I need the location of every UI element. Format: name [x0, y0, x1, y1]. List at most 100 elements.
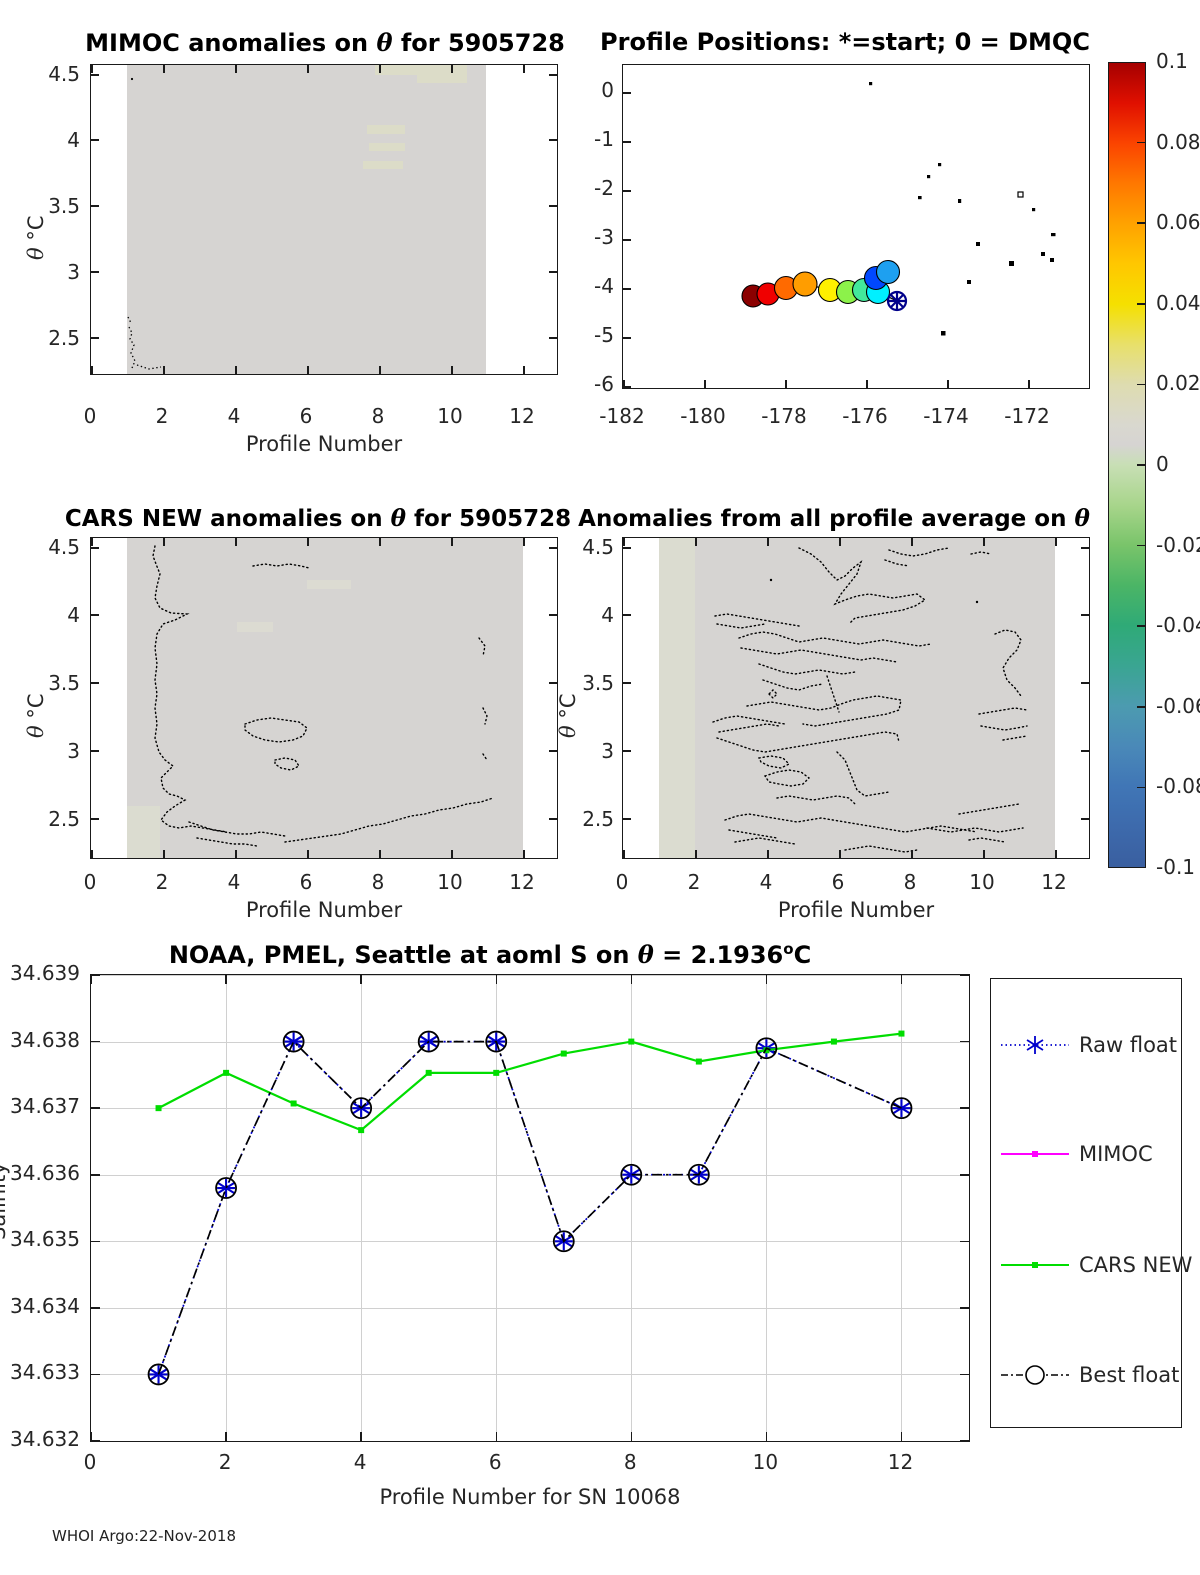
data-point-marker	[628, 1038, 635, 1045]
allprofile-ytick-4: 4.5	[582, 535, 614, 559]
data-point-marker	[552, 1230, 575, 1253]
colorbar-tickmark	[1137, 706, 1146, 708]
salinity-ytick	[960, 1174, 969, 1176]
theta-symbol-y1: θ	[24, 247, 48, 260]
salinity-xtick	[495, 975, 498, 984]
mimoc-title-post: for 5905728	[392, 29, 565, 57]
mimoc-ytick-1: 4	[67, 128, 80, 152]
salinity-ytick-label: 34.633	[10, 1360, 80, 1385]
mimoc-ytick-0: 4.5	[48, 62, 80, 86]
dmqc-start-marker	[886, 290, 908, 312]
series-cars-new	[155, 1030, 905, 1134]
allprofile-xtick-1: 2	[687, 870, 701, 894]
salinity-ytick	[91, 1040, 100, 1043]
colorbar-label: -0.04	[1156, 613, 1200, 638]
cars-ytick-4: 4.5	[48, 535, 80, 559]
allprofile-xtick-5: 10	[969, 870, 995, 894]
gridline-horizontal	[91, 1108, 969, 1110]
salinity-xtick-label: 2	[218, 1450, 232, 1474]
gridline-horizontal	[91, 975, 969, 976]
data-point-marker	[695, 1058, 702, 1065]
allprofile-xaxis-title: Profile Number	[777, 898, 935, 922]
colorbar-label: 0.06	[1156, 210, 1200, 235]
cars-xtick-2: 4	[227, 870, 241, 894]
cars-ytick-1: 3	[67, 739, 80, 763]
cars-ytick-0: 2.5	[48, 807, 80, 831]
positions-axes	[622, 64, 1090, 389]
mimoc-xtick-3: 6	[299, 404, 313, 428]
salinity-xtick-label: 12	[887, 1450, 914, 1474]
salinity-xtick-label: 0	[83, 1450, 97, 1474]
allprofile-yaxis-unit: °C	[556, 693, 580, 726]
data-point-marker	[560, 1050, 567, 1057]
salinity-xtick	[900, 975, 903, 984]
salinity-xtick	[360, 975, 362, 984]
salinity-xtick	[630, 1432, 633, 1441]
cars-yaxis-unit: °C	[24, 693, 48, 726]
cars-xtick-3: 6	[299, 870, 313, 894]
data-point-marker	[425, 1069, 432, 1076]
salinity-ytick	[960, 1040, 969, 1043]
cars-title-pre: CARS NEW anomalies on	[64, 506, 391, 532]
salinity-ytick-label: 34.635	[10, 1227, 80, 1252]
salinity-ytick	[960, 1440, 969, 1441]
allprofile-ytick-3: 4	[601, 603, 614, 627]
cars-xtick-0: 0	[83, 870, 97, 894]
salinity-ytick	[960, 975, 969, 976]
positions-ytick-5: -5	[594, 323, 614, 347]
salinity-yaxis-title: Salinity	[0, 1162, 10, 1240]
positions-ytick-0: 0	[601, 78, 614, 102]
gridline-vertical	[631, 975, 633, 1441]
salinity-ytick	[91, 1174, 100, 1176]
legend-marker-mimoc	[1001, 1151, 1069, 1157]
gridline-horizontal	[91, 1174, 969, 1176]
data-point-marker	[215, 1177, 237, 1199]
positions-ytick-3: -3	[594, 225, 614, 249]
data-point-marker	[350, 1097, 373, 1120]
cars-xtick-6: 12	[509, 870, 535, 894]
data-point-marker	[898, 1030, 905, 1037]
legend-label-mimoc: MIMOC	[1079, 1142, 1153, 1166]
gridline-vertical	[496, 975, 498, 1441]
cars-contours	[152, 545, 494, 847]
mimoc-title-pre: MIMOC anomalies on	[85, 29, 377, 57]
salinity-xtick-label: 8	[623, 1450, 637, 1474]
allprofile-ytick-1: 3	[601, 739, 614, 763]
allprofile-ytick-0: 2.5	[582, 807, 614, 831]
mimoc-xtick-6: 12	[509, 404, 535, 428]
salinity-ytick	[960, 1107, 969, 1109]
colorbar-tickmark	[1137, 544, 1146, 547]
cars-ytick-2: 3.5	[48, 671, 80, 695]
salinity-ytick	[960, 1373, 969, 1376]
salinity-xtick	[900, 1432, 903, 1441]
data-point-marker	[155, 1105, 162, 1112]
colorbar-label: 0	[1156, 452, 1169, 476]
colorbar-label: 0.1	[1156, 49, 1188, 73]
data-point-marker	[290, 1100, 297, 1107]
gridline-horizontal	[91, 1307, 969, 1309]
salinity-ytick	[91, 1373, 100, 1376]
colorbar-tickmark	[1137, 222, 1146, 224]
salinity-xtick-label: 4	[353, 1450, 367, 1474]
salinity-ytick	[960, 1240, 969, 1243]
legend-marker-raw-float	[1001, 1036, 1069, 1054]
salinity-xtick	[225, 975, 227, 984]
allprofile-heatmap	[659, 538, 1055, 858]
mimoc-contours	[127, 77, 162, 370]
colorbar-tickmark	[1137, 141, 1146, 144]
data-point-marker	[687, 1163, 710, 1186]
positions-ytick-2: -2	[594, 176, 614, 200]
degree-superscript: o	[783, 940, 794, 958]
colorbar-label: 0.02	[1156, 371, 1200, 396]
theta-symbol-bottom: θ	[637, 940, 654, 969]
salinity-xtick	[765, 975, 768, 984]
salinity-ytick	[91, 1240, 100, 1243]
legend-label-raw-float: Raw float	[1079, 1033, 1178, 1057]
salinity-xtick	[225, 1432, 227, 1441]
positions-ytick-1: -1	[594, 127, 614, 151]
theta-symbol-all: θ	[1074, 505, 1090, 532]
positions-ytick-4: -4	[594, 274, 614, 298]
gridline-vertical	[766, 975, 768, 1441]
positions-xtick-3: -176	[842, 404, 888, 428]
data-point-marker	[890, 1097, 913, 1120]
